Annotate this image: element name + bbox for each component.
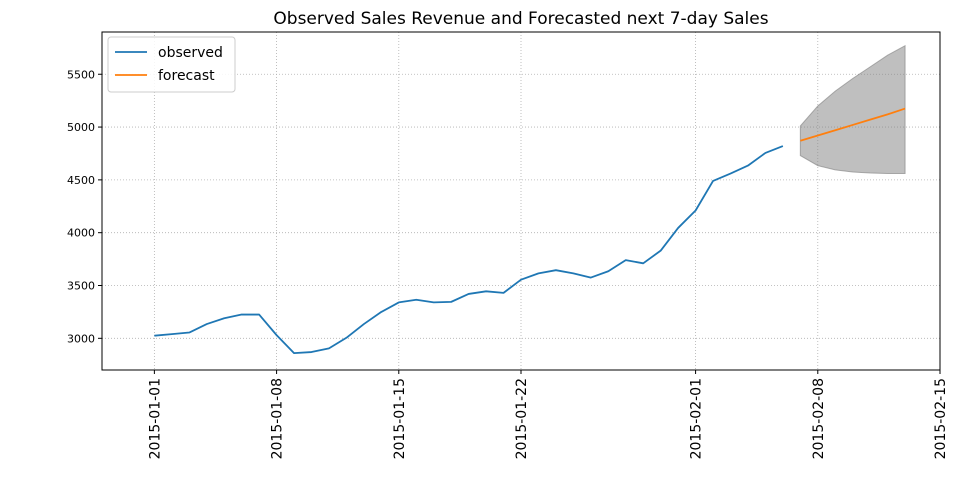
legend-label-forecast: forecast (158, 68, 215, 84)
x-tick-label: 2015-01-22 (514, 378, 530, 459)
series-line-forecast (800, 107, 906, 142)
x-axis: 2015-01-01 2015-01-08 2015-01-15 2015-01-22… (147, 370, 949, 459)
legend-label-observed: observed (158, 45, 223, 61)
y-tick-label: 4000 (67, 227, 95, 240)
x-tick-label: 2015-02-08 (811, 378, 827, 459)
series-line-observed (154, 145, 784, 355)
y-tick-label: 3500 (67, 280, 95, 293)
series-lines (154, 107, 906, 355)
chart-title: Observed Sales Revenue and Forecasted ne… (273, 9, 768, 29)
y-tick-label: 4500 (67, 174, 95, 187)
y-tick-label: 3000 (67, 332, 95, 345)
forecast-confidence-band (799, 44, 906, 175)
x-tick-label: 2015-01-01 (147, 378, 163, 459)
x-tick-label: 2015-01-08 (270, 378, 286, 459)
legend: observed forecast (107, 36, 236, 93)
confidence-band (799, 44, 906, 175)
legend-box (107, 36, 236, 93)
y-axis: 3000 3500 4000 4500 5000 5500 (67, 68, 102, 345)
x-tick-label: 2015-01-15 (392, 378, 408, 459)
x-tick-label: 2015-02-01 (689, 378, 705, 459)
y-tick-label: 5000 (67, 121, 95, 134)
y-tick-label: 5500 (67, 68, 95, 81)
x-tick-label: 2015-02-15 (933, 378, 949, 459)
